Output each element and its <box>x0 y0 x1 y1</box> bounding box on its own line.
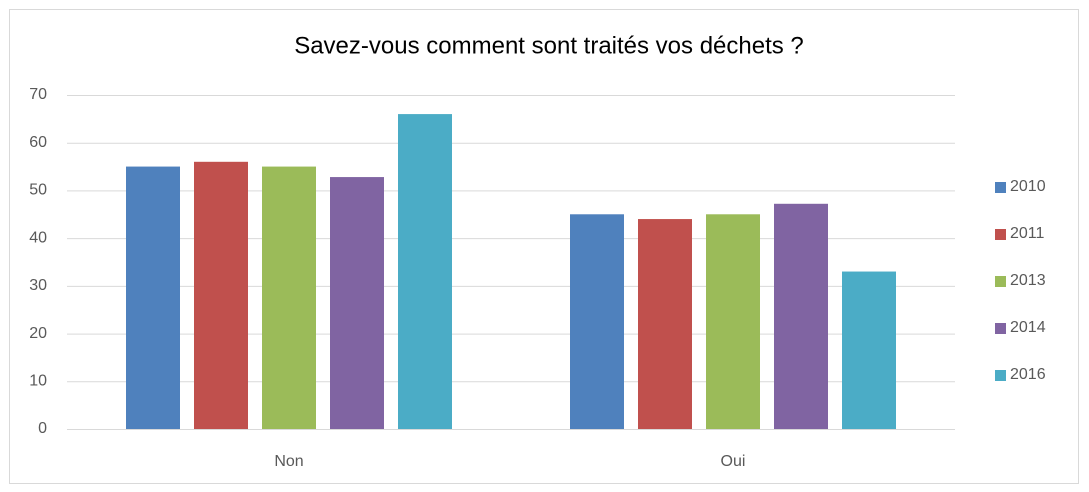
y-tick-label: 10 <box>29 373 47 390</box>
bar <box>126 166 180 430</box>
y-tick-label: 50 <box>29 182 47 199</box>
bar <box>842 271 896 429</box>
bar <box>194 161 248 430</box>
chart-border <box>9 9 1079 484</box>
bar <box>638 219 692 429</box>
chart-title: Savez-vous comment sont traités vos déch… <box>294 32 804 59</box>
legend-swatch <box>995 229 1006 240</box>
legend-swatch <box>995 276 1006 287</box>
x-tick-label: Non <box>274 453 303 470</box>
bar <box>570 214 624 429</box>
legend-label: 2011 <box>1010 225 1045 242</box>
bar <box>398 114 452 429</box>
y-tick-label: 30 <box>29 277 47 294</box>
legend-label: 2010 <box>1010 178 1046 195</box>
legend-swatch <box>995 323 1006 334</box>
legend-swatch <box>995 182 1006 193</box>
y-tick-label: 40 <box>29 229 47 246</box>
x-tick-label: Oui <box>721 453 746 470</box>
bar <box>706 214 760 429</box>
bar <box>330 177 384 429</box>
legend-swatch <box>995 370 1006 381</box>
y-tick-label: 60 <box>29 134 47 151</box>
legend-label: 2013 <box>1010 272 1046 289</box>
y-tick-label: 0 <box>38 420 47 437</box>
legend-label: 2014 <box>1010 319 1046 336</box>
y-tick-label: 70 <box>29 86 47 103</box>
bar <box>262 166 316 430</box>
legend-label: 2016 <box>1010 366 1046 383</box>
bar <box>774 203 828 429</box>
y-tick-label: 20 <box>29 325 47 342</box>
